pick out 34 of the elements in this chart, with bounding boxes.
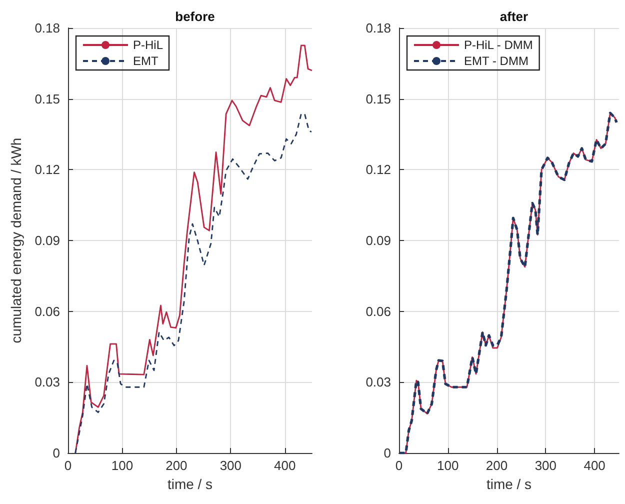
legend-label: EMT	[133, 54, 159, 68]
x-tick-label: 200	[166, 458, 188, 473]
chart-title: before	[175, 9, 215, 24]
x-tick-label: 300	[534, 458, 557, 473]
y-tick-label: 0.12	[34, 162, 60, 178]
line-series	[74, 113, 312, 454]
x-tick-label: 200	[486, 458, 508, 473]
x-tick-label: 300	[220, 458, 242, 473]
legend-label: P-HiL - DMM	[464, 38, 533, 52]
x-tick-label: 400	[274, 458, 296, 473]
chart-title: after	[500, 9, 528, 24]
y-tick-label: 0.03	[34, 374, 60, 390]
y-tick-label: 0.12	[366, 162, 391, 178]
x-tick-label: 100	[437, 458, 459, 473]
y-tick-label: 0.03	[366, 374, 391, 390]
legend-label: EMT - DMM	[464, 54, 528, 68]
y-tick-label: 0.15	[34, 91, 60, 106]
x-tick-label: 0	[395, 458, 403, 473]
y-tick-label: 0.09	[366, 233, 391, 248]
y-tick-label: 0.18	[34, 20, 60, 36]
x-axis-title: time / s	[167, 476, 213, 492]
y-tick-label: 0.18	[366, 20, 391, 36]
y-axis-title: cumulated energy demand / kWh	[8, 138, 24, 344]
x-axis-title: time / s	[486, 476, 532, 492]
y-tick-label: 0	[384, 446, 391, 460]
x-tick-label: 100	[111, 458, 134, 473]
y-tick-label: 0	[52, 446, 60, 460]
y-tick-label: 0.15	[366, 91, 391, 106]
y-tick-label: 0.06	[34, 304, 60, 319]
x-tick-label: 400	[584, 458, 606, 473]
legend-label: P-HiL	[133, 38, 164, 52]
x-tick-label: 0	[64, 458, 72, 473]
y-tick-label: 0.06	[366, 304, 391, 319]
y-tick-label: 0.09	[34, 233, 60, 248]
